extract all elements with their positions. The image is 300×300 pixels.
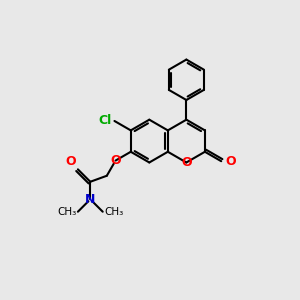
Text: CH₃: CH₃ xyxy=(104,207,123,217)
Text: O: O xyxy=(181,156,192,169)
Text: O: O xyxy=(65,155,76,169)
Text: CH₃: CH₃ xyxy=(58,207,77,217)
Text: O: O xyxy=(225,155,236,168)
Text: N: N xyxy=(85,193,95,206)
Text: Cl: Cl xyxy=(99,114,112,127)
Text: O: O xyxy=(110,154,121,167)
